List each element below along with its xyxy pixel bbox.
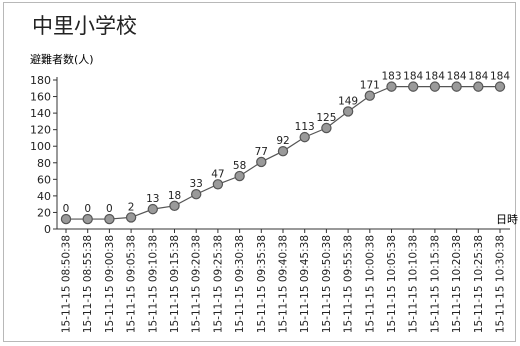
- data-label: 58: [233, 160, 246, 172]
- data-label: 184: [403, 71, 423, 83]
- x-tick-label: 15-11-15 09:35:38: [256, 235, 268, 333]
- y-tick-label: 80: [37, 157, 51, 170]
- x-tick-label: 15-11-15 09:40:38: [278, 235, 290, 333]
- data-label: 0: [84, 203, 91, 215]
- data-point: [104, 213, 115, 225]
- data-label: 33: [190, 178, 203, 190]
- x-tick-label: 15-11-15 09:55:38: [343, 235, 355, 333]
- data-point: [82, 213, 93, 225]
- y-tick-label: 20: [37, 206, 51, 219]
- data-label: 183: [381, 71, 401, 83]
- x-tick-label: 15-11-15 10:05:38: [386, 235, 398, 333]
- data-point: [60, 213, 72, 225]
- x-tick-label: 15-11-15 08:50:38: [61, 235, 73, 333]
- data-point: [473, 81, 484, 92]
- x-tick-label: 15-11-15 09:20:38: [191, 235, 203, 333]
- data-label: 0: [106, 203, 113, 215]
- data-label: 2: [128, 201, 135, 213]
- data-point: [321, 122, 332, 134]
- data-point: [125, 212, 137, 223]
- x-tick-label: 15-11-15 09:15:38: [169, 235, 181, 333]
- data-point: [429, 81, 441, 92]
- x-tick-labels: 15-11-15 08:50:38 15-11-15 08:55:38 15-11-…: [61, 235, 507, 333]
- data-point: [277, 145, 289, 157]
- x-tick-label: 15-11-15 10:00:38: [364, 235, 376, 333]
- x-tick-label: 15-11-15 09:25:38: [212, 235, 224, 333]
- x-tick-label: 15-11-15 10:20:38: [451, 235, 463, 333]
- x-tick-label: 15-11-15 10:25:38: [473, 235, 485, 333]
- data-point: [299, 131, 310, 143]
- x-tick-label: 15-11-15 08:55:38: [82, 235, 94, 333]
- chart-panel: [3, 2, 516, 342]
- y-tick-label: 180: [30, 74, 51, 87]
- data-label: 125: [316, 112, 336, 124]
- x-tick-label: 15-11-15 09:05:38: [126, 235, 138, 333]
- data-point: [494, 81, 506, 92]
- data-label: 47: [211, 168, 224, 180]
- x-axis-label: 日時: [496, 213, 518, 226]
- data-point: [342, 106, 354, 117]
- y-tick-label: 100: [30, 140, 51, 153]
- data-point: [212, 179, 224, 190]
- page-title: 中里小学校: [32, 14, 137, 38]
- data-point: [364, 90, 375, 101]
- y-tick-label: 120: [30, 124, 51, 137]
- y-tick-label: 140: [30, 107, 51, 120]
- x-tick-label: 15-11-15 09:10:38: [147, 235, 159, 333]
- x-tick-label: 15-11-15 10:30:38: [495, 235, 507, 333]
- x-tick-label: 15-11-15 09:45:38: [299, 235, 311, 333]
- data-label: 184: [447, 71, 467, 83]
- y-tick-label: 160: [30, 91, 51, 104]
- data-point: [147, 203, 158, 215]
- data-point: [190, 189, 202, 200]
- data-label: 92: [276, 135, 289, 147]
- y-tick-label: 0: [44, 223, 51, 236]
- data-label: 18: [168, 190, 181, 202]
- data-point: [408, 81, 419, 92]
- y-tick-label: 40: [37, 190, 51, 203]
- y-axis-label: 避難者数(人): [30, 52, 94, 66]
- data-label: 184: [425, 71, 445, 83]
- data-point: [256, 156, 267, 168]
- x-tick-label: 15-11-15 09:00:38: [104, 235, 116, 333]
- x-tick-label: 15-11-15 09:50:38: [321, 235, 333, 333]
- data-point: [451, 81, 462, 92]
- x-tick-label: 15-11-15 10:15:38: [429, 235, 441, 333]
- data-label: 171: [360, 80, 380, 92]
- data-label: 0: [63, 203, 70, 215]
- data-label: 13: [146, 193, 159, 205]
- data-label: 77: [255, 146, 268, 158]
- data-label: 113: [295, 121, 315, 133]
- y-tick-label: 60: [37, 173, 51, 186]
- data-label: 149: [338, 95, 358, 107]
- data-point: [234, 170, 245, 182]
- x-tick-label: 15-11-15 10:10:38: [408, 235, 420, 333]
- data-label: 184: [468, 71, 488, 83]
- data-label: 184: [490, 71, 510, 83]
- data-point: [386, 81, 397, 92]
- data-point: [169, 200, 180, 212]
- x-tick-label: 15-11-15 09:30:38: [234, 235, 246, 333]
